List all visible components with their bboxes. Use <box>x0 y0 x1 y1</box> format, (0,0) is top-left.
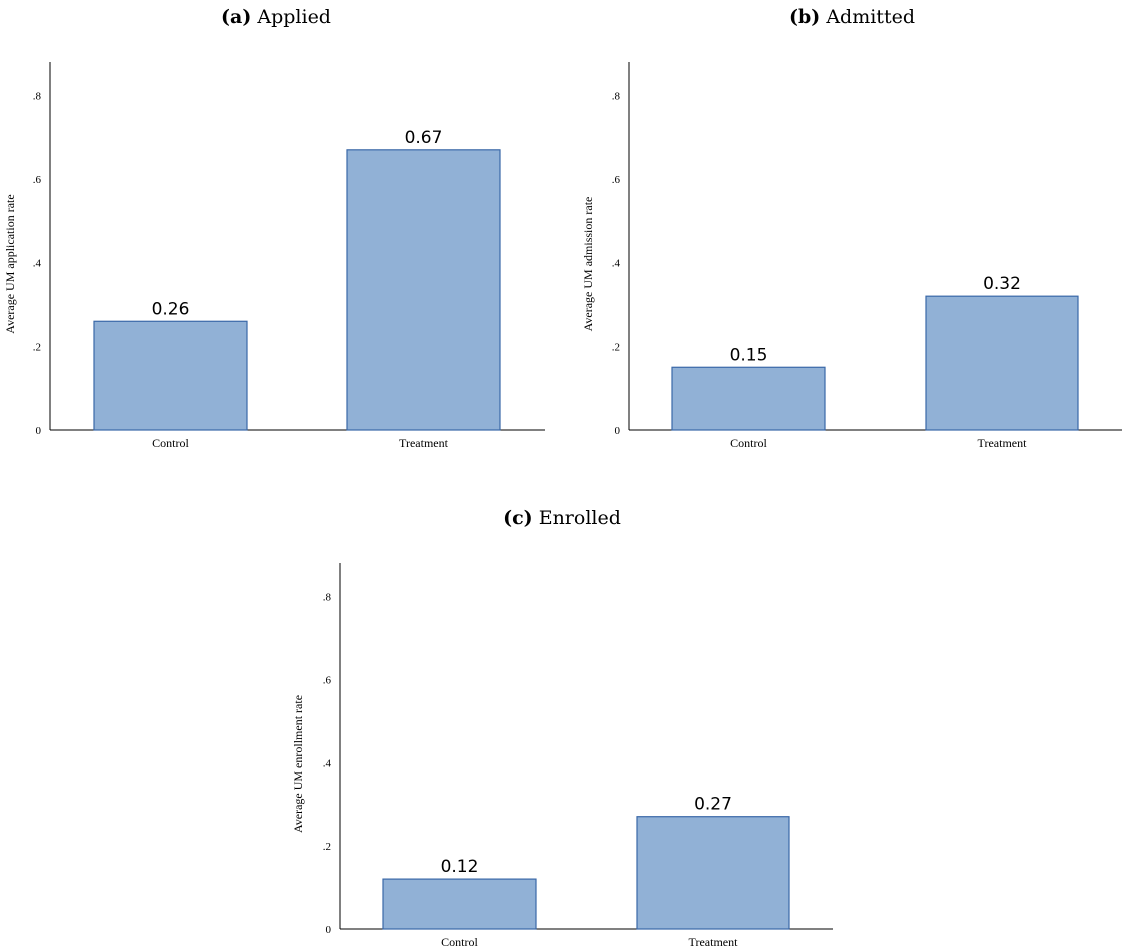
x-tick-label: Control <box>730 436 767 450</box>
y-axis-label: Average UM application rate <box>3 194 17 333</box>
data-label: 0.15 <box>730 345 768 365</box>
data-label: 0.67 <box>405 128 443 148</box>
y-tick-label: .4 <box>612 258 621 270</box>
y-tick-label: .4 <box>323 758 332 770</box>
x-tick-label: Treatment <box>978 436 1028 450</box>
panel-b-title-text: Admitted <box>826 6 915 28</box>
data-label: 0.12 <box>441 857 479 877</box>
data-label: 0.32 <box>983 274 1021 294</box>
y-tick-label: .8 <box>33 90 42 102</box>
panel-c-tag: (c) <box>503 507 533 529</box>
panel-c-title-text: Enrolled <box>538 507 621 529</box>
bar-control <box>93 320 248 431</box>
x-tick-label: Treatment <box>689 935 739 949</box>
bar-treatment <box>636 816 790 930</box>
panel-a-title: (a) Applied <box>221 6 331 28</box>
data-label: 0.26 <box>152 299 190 319</box>
data-label: 0.27 <box>694 795 732 815</box>
y-tick-label: .8 <box>612 90 621 102</box>
y-tick-label: .8 <box>323 591 332 603</box>
y-tick-label: .6 <box>33 174 42 186</box>
bar-control <box>382 878 537 930</box>
y-tick-label: .6 <box>323 674 332 686</box>
bar-treatment <box>925 295 1079 431</box>
y-axis-label: Average UM admission rate <box>581 197 595 332</box>
y-tick-label: .2 <box>612 341 620 353</box>
y-tick-label: 0 <box>326 924 332 936</box>
bar-treatment <box>346 149 501 431</box>
panel-a-title-text: Applied <box>257 6 331 28</box>
y-tick-label: .2 <box>33 341 41 353</box>
x-tick-label: Control <box>441 935 478 949</box>
panel-a-tag: (a) <box>221 6 252 28</box>
y-tick-label: .6 <box>612 174 621 186</box>
panel-b-tag: (b) <box>789 6 821 28</box>
y-tick-label: .2 <box>323 841 331 853</box>
y-tick-label: 0 <box>36 425 42 437</box>
panel-c-title: (c) Enrolled <box>503 507 621 529</box>
bar-control <box>671 366 826 431</box>
x-tick-label: Control <box>152 436 189 450</box>
x-tick-label: Treatment <box>399 436 449 450</box>
panel-b-title: (b) Admitted <box>789 6 915 28</box>
y-tick-label: 0 <box>615 425 621 437</box>
y-axis-label: Average UM enrollment rate <box>291 695 305 833</box>
y-tick-label: .4 <box>33 258 42 270</box>
